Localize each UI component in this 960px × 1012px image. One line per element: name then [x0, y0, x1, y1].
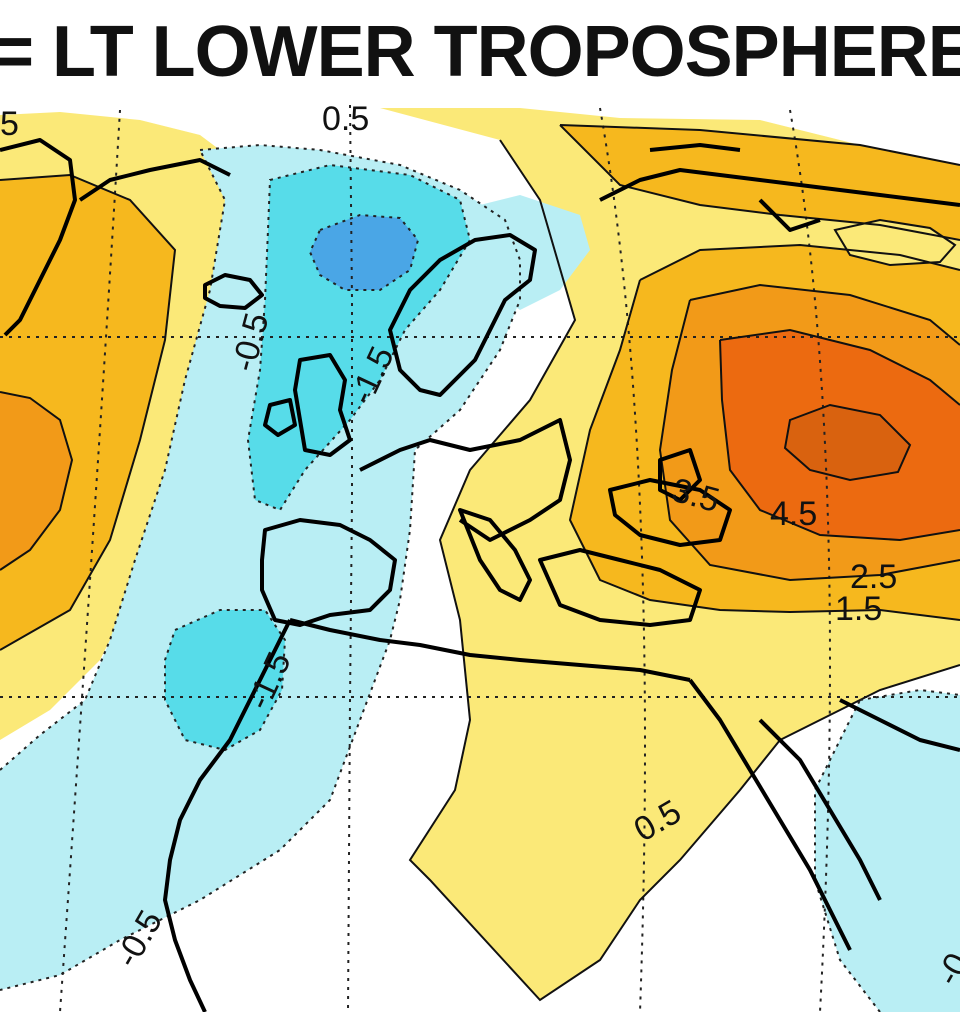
label-top-left: 5	[0, 105, 19, 143]
pale-pocket-north-east	[835, 220, 955, 265]
coast-west-africa	[163, 619, 292, 1012]
coast-arabia	[839, 698, 960, 752]
coast-caspian	[658, 448, 702, 502]
label-asia-2-5: 2.5	[850, 558, 897, 596]
map-title: = LT LOWER TROPOSPHERE	[0, 12, 960, 92]
cool-zone-arabia	[815, 690, 960, 1012]
warm-core-north-east	[560, 125, 960, 240]
coastlines	[0, 138, 960, 1012]
coast-british-isles	[263, 353, 352, 457]
negative-contours	[0, 143, 960, 1012]
warmer-core-west	[0, 392, 72, 570]
coast-north-africa	[289, 618, 691, 682]
hottest-core-east	[785, 405, 910, 480]
coast-western-europe	[359, 418, 572, 542]
cool-core-iberia-west	[165, 610, 285, 750]
coast-balkans-turkey	[538, 548, 702, 627]
coast-iberia	[260, 518, 397, 627]
coast-russia-north	[599, 143, 960, 232]
coast-scandinavia	[388, 233, 537, 397]
label-top-center: 0.5	[322, 100, 369, 138]
temperature-anomaly-map: 5 0.5 -0.5 -1.5 -1.5 3.5 4.5 2.5 1.5 0.5…	[0, 100, 960, 1012]
coast-greenland	[0, 138, 231, 337]
coast-black-sea	[608, 478, 732, 547]
coast-italy	[458, 508, 532, 602]
coast-iceland	[203, 273, 264, 310]
cool-zone-north-scandinavia	[460, 195, 590, 310]
lat-lon-grid	[0, 104, 960, 1012]
label-asia-4-5: 4.5	[770, 495, 817, 533]
label-asia-1-5: 1.5	[835, 590, 882, 628]
cold-core-north-atlantic	[310, 215, 418, 290]
positive-contours	[0, 124, 960, 1002]
coast-red-sea	[688, 678, 882, 951]
